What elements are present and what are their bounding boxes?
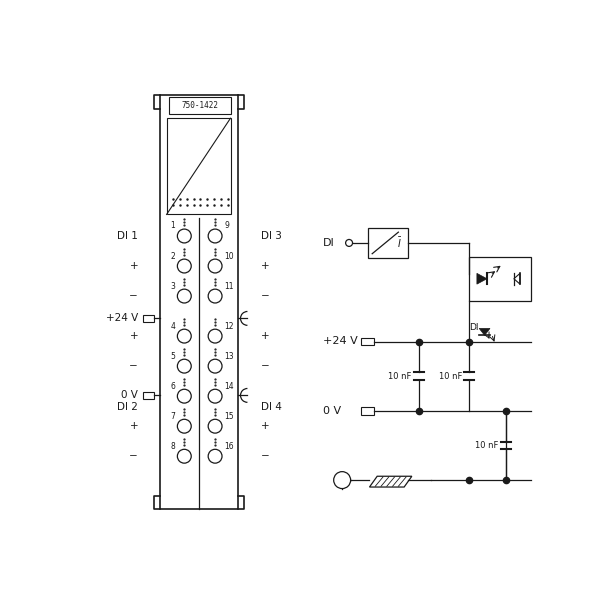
Text: DI: DI — [469, 323, 479, 332]
Text: 2: 2 — [170, 251, 175, 260]
Polygon shape — [477, 274, 487, 284]
Text: DI 4: DI 4 — [262, 402, 282, 412]
Text: −: − — [262, 291, 270, 301]
Text: 8: 8 — [170, 442, 175, 451]
Circle shape — [334, 472, 350, 488]
Circle shape — [346, 239, 353, 247]
Bar — [469, 257, 531, 301]
Circle shape — [208, 289, 222, 303]
Text: 3: 3 — [170, 281, 175, 290]
Polygon shape — [370, 476, 412, 487]
Text: 15: 15 — [224, 412, 234, 421]
Text: +: + — [130, 331, 138, 341]
Text: DI 1: DI 1 — [117, 231, 138, 241]
Text: DI 2: DI 2 — [117, 402, 138, 412]
Text: −: − — [262, 451, 270, 461]
Bar — [160, 95, 238, 509]
Text: 750-1422: 750-1422 — [181, 101, 218, 110]
Bar — [143, 392, 154, 399]
Bar — [368, 227, 407, 259]
Bar — [143, 314, 154, 322]
Circle shape — [208, 419, 222, 433]
Circle shape — [208, 389, 222, 403]
Circle shape — [208, 259, 222, 273]
Circle shape — [178, 419, 191, 433]
Circle shape — [208, 229, 222, 243]
Circle shape — [178, 389, 191, 403]
Text: +: + — [130, 261, 138, 271]
Text: 10 nF: 10 nF — [439, 371, 462, 380]
Text: 11: 11 — [224, 281, 234, 290]
Circle shape — [208, 359, 222, 373]
Text: +24 V: +24 V — [323, 337, 358, 346]
Bar — [361, 407, 374, 415]
Bar — [169, 97, 230, 115]
Text: DI: DI — [323, 238, 335, 248]
Text: 0 V: 0 V — [121, 391, 138, 400]
Circle shape — [208, 449, 222, 463]
Text: 5: 5 — [170, 352, 175, 361]
Circle shape — [178, 329, 191, 343]
Text: 9: 9 — [224, 221, 229, 230]
Text: 10: 10 — [224, 251, 234, 260]
Circle shape — [208, 329, 222, 343]
Text: −: − — [130, 451, 138, 461]
Text: 12: 12 — [224, 322, 234, 331]
Text: +: + — [130, 421, 138, 431]
Text: 1: 1 — [170, 221, 175, 230]
Text: +24 V: +24 V — [106, 313, 138, 323]
Text: 14: 14 — [224, 382, 234, 391]
Text: DI 3: DI 3 — [262, 231, 282, 241]
Text: +: + — [262, 331, 270, 341]
Circle shape — [178, 359, 191, 373]
Text: 10 nF: 10 nF — [475, 441, 499, 450]
Text: $\bar{I}$: $\bar{I}$ — [397, 236, 403, 250]
Text: +: + — [262, 421, 270, 431]
Text: 0 V: 0 V — [323, 406, 341, 416]
Text: 13: 13 — [224, 352, 234, 361]
Circle shape — [178, 229, 191, 243]
Text: 4: 4 — [170, 322, 175, 331]
Polygon shape — [514, 274, 520, 284]
Text: 7: 7 — [170, 412, 175, 421]
Circle shape — [178, 259, 191, 273]
Text: −: − — [130, 291, 138, 301]
Text: 6: 6 — [170, 382, 175, 391]
Text: −: − — [262, 361, 270, 371]
Text: +: + — [262, 261, 270, 271]
Text: 10 nF: 10 nF — [388, 371, 412, 380]
Bar — [167, 118, 230, 214]
Bar — [361, 338, 374, 346]
Circle shape — [178, 449, 191, 463]
Text: 16: 16 — [224, 442, 234, 451]
Text: −: − — [130, 361, 138, 371]
Polygon shape — [479, 328, 490, 335]
Circle shape — [178, 289, 191, 303]
